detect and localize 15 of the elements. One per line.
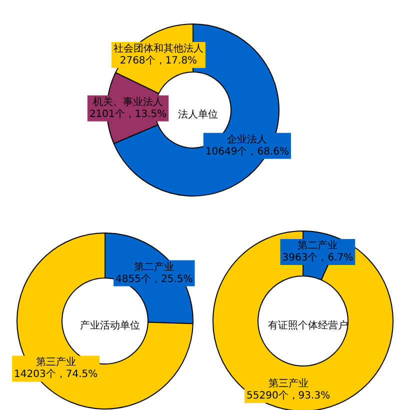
data-label: 10649个，68.6% xyxy=(205,145,289,158)
data-label: 4855个，25.5% xyxy=(116,272,193,285)
slice-label: 机关、事业法人 xyxy=(93,96,164,108)
slice-label: 企业法人 xyxy=(227,133,268,146)
data-label: 2101个，13.5% xyxy=(89,108,167,120)
data-label: 14203个，74.5% xyxy=(14,368,98,380)
data-label: 2768个，17.8% xyxy=(120,54,198,66)
text: 有证照个体经营户 xyxy=(268,320,348,332)
slice-label: 第三产业 xyxy=(268,377,308,390)
text: 法人单位 xyxy=(178,108,218,120)
text: 产业活动单位 xyxy=(80,320,140,332)
slice-label: 社会团体和其他法人 xyxy=(113,42,204,54)
slice-label: 第三产业 xyxy=(36,356,76,368)
slice-label: 第二产业 xyxy=(134,260,174,273)
data-label: 55290个，93.3% xyxy=(246,389,330,402)
